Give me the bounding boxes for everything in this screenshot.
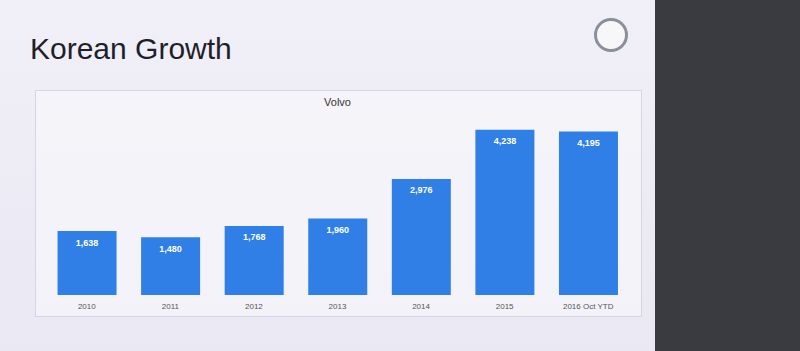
svg-text:1,480: 1,480 <box>159 244 182 254</box>
svg-text:1,768: 1,768 <box>243 232 266 242</box>
svg-text:2016 Oct YTD: 2016 Oct YTD <box>563 302 614 311</box>
svg-text:1,960: 1,960 <box>326 225 349 235</box>
html-text:Korean Growth: Korean Growth <box>30 32 232 65</box>
svg-text:2,976: 2,976 <box>410 185 433 195</box>
svg-text:2015: 2015 <box>496 302 514 311</box>
svg-text:1,638: 1,638 <box>76 238 99 248</box>
svg-text:2010: 2010 <box>78 302 96 311</box>
svg-text:2013: 2013 <box>329 302 347 311</box>
html-text:Volvo: Volvo <box>324 96 351 108</box>
svg-text:2011: 2011 <box>162 302 180 311</box>
svg-text:4,238: 4,238 <box>494 136 517 146</box>
svg-text:4,195: 4,195 <box>577 138 600 148</box>
svg-text:2014: 2014 <box>412 302 430 311</box>
svg-text:2012: 2012 <box>245 302 263 311</box>
